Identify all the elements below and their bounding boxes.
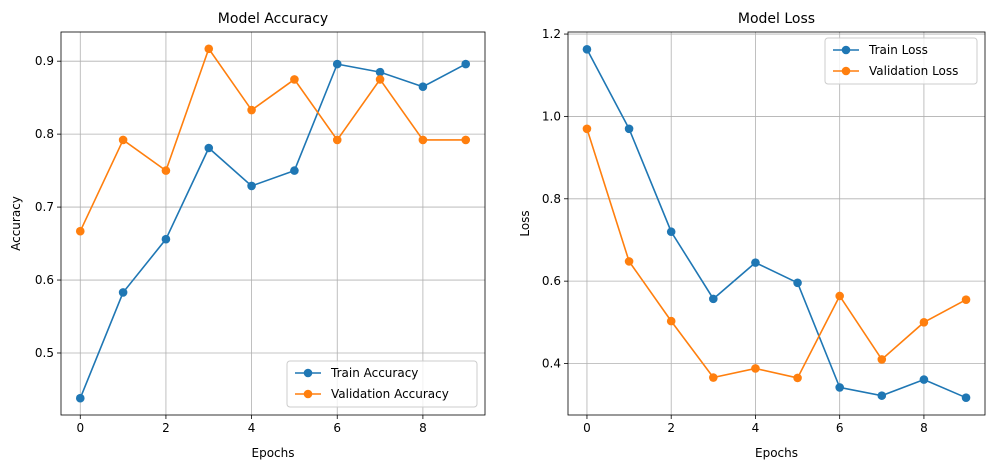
data-point [835,383,844,392]
data-point [793,278,802,288]
y-tick-label: 0.5 [35,346,54,360]
data-point [877,391,887,400]
legend-label: Train Loss [868,43,928,57]
chart-title: Model Loss [738,11,815,27]
y-tick-label: 1.0 [542,109,561,123]
legend-label: Validation Loss [869,64,958,78]
legend-label: Validation Accuracy [331,387,449,401]
x-tick-label: 0 [583,421,591,435]
legend-marker [841,66,851,76]
data-point [118,288,128,297]
data-point [418,82,428,92]
x-tick-label: 8 [920,421,928,435]
x-tick-label: 6 [836,421,844,435]
y-tick-label: 1.2 [542,27,561,41]
y-tick-label: 0.8 [542,192,561,206]
legend-marker [303,368,313,378]
legend-label: Train Accuracy [330,366,418,380]
data-point [666,227,676,237]
data-point [961,393,971,403]
chart-panel-0: 0 2 4 6 8 0.5 0.6 0.7 0.8 0.9 Model Accuracy Epochs… [9,11,486,460]
data-point [332,135,342,145]
data-point [582,44,592,54]
data-point [751,364,760,373]
data-point [161,166,171,175]
data-point [624,257,634,266]
data-point [835,291,844,301]
y-axis-label: Accuracy [9,196,23,251]
data-point [290,75,299,84]
data-point [290,166,299,175]
data-point [709,294,718,304]
data-point [204,44,214,54]
data-point [118,135,128,145]
series-line-1 [586,128,967,379]
data-point [161,234,171,244]
data-point [709,373,718,382]
legend-marker [841,45,851,55]
y-tick-label: 0.8 [35,127,54,141]
x-tick-label: 2 [667,421,675,435]
x-tick-label: 4 [752,421,760,435]
x-tick-label: 2 [162,421,170,435]
data-point [418,135,428,145]
chart-title: Model Accuracy [218,11,328,27]
series-line-0 [586,48,967,399]
data-point [332,59,342,69]
y-tick-label: 0.4 [542,357,561,371]
data-point [877,355,887,364]
y-tick-label: 0.9 [35,54,54,68]
data-point [204,143,214,153]
x-tick-label: 6 [333,421,341,435]
legend-marker [303,389,313,399]
x-tick-label: 0 [76,421,84,435]
x-axis-label: Epochs [252,446,295,460]
legend: Train Loss Validation Loss [824,37,978,85]
data-point [793,373,802,383]
data-point [624,124,634,134]
y-tick-label: 0.7 [35,200,54,214]
legend-box [286,360,478,408]
x-tick-label: 4 [248,421,256,435]
x-tick-label: 8 [419,421,427,435]
series-line-1 [79,47,466,232]
data-point [461,135,471,145]
data-point [247,181,256,191]
chart-panel-1: 0 2 4 6 8 0.4 0.6 0.8 1.0 1.2 Model Loss Epochs Loss… [518,11,986,460]
data-point [666,316,676,326]
y-tick-label: 0.6 [35,273,54,287]
data-point [375,75,385,84]
legend-box [824,37,978,85]
data-point [582,124,592,134]
data-point [75,226,85,236]
y-axis-label: Loss [518,210,532,236]
data-point [751,258,760,267]
data-point [375,67,385,77]
data-point [919,318,929,327]
axes-frame [567,31,986,416]
legend: Train Accuracy Validation Accuracy [286,360,478,408]
data-point [75,393,85,403]
series-line-0 [79,63,467,399]
y-tick-label: 0.6 [542,274,561,288]
x-axis-label: Epochs [755,446,798,460]
data-point [919,375,929,384]
axes-frame [60,31,486,416]
data-point [247,105,256,115]
data-point [461,59,471,69]
data-point [961,295,971,304]
